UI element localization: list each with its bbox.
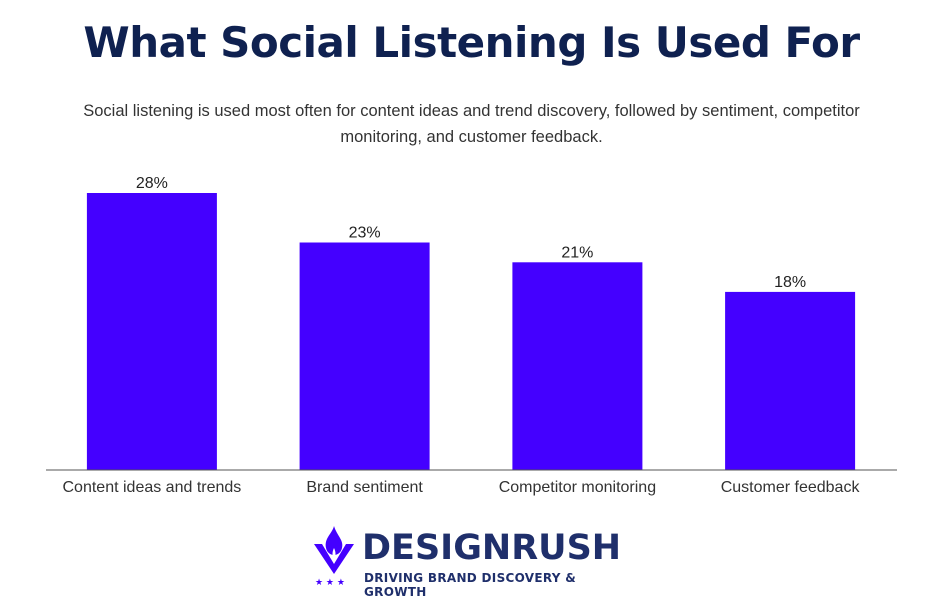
bar-brand-sentiment [299, 242, 430, 470]
logo-name: DESIGNRUSH [362, 528, 622, 568]
data-label-content-ideas-and-trends: 28% [136, 175, 168, 192]
data-label-brand-sentiment: 23% [349, 225, 381, 242]
bar-content-ideas-and-trends [86, 193, 217, 470]
logo-tagline: DRIVING BRAND DISCOVERY & GROWTH [364, 571, 576, 599]
svg-text:★ ★ ★: ★ ★ ★ [315, 578, 345, 588]
x-tick-label-brand-sentiment: Brand sentiment [306, 479, 423, 496]
data-label-competitor-monitoring: 21% [561, 244, 593, 261]
chart-subtitle: Social listening is used most often for … [83, 102, 860, 146]
x-tick-label-customer-feedback: Customer feedback [721, 479, 861, 496]
x-tick-label-content-ideas-and-trends: Content ideas and trends [63, 479, 242, 496]
bars-group: 28% Content ideas and trends 23% Brand sent… [63, 175, 861, 496]
data-label-customer-feedback: 18% [774, 274, 806, 291]
x-tick-label-competitor-monitoring: Competitor monitoring [499, 479, 656, 496]
bar-customer-feedback [725, 291, 856, 470]
designrush-logo: ★ ★ ★ DESIGNRUSH DRIVING BRAND DISCOVERY… [310, 522, 640, 599]
chart-title: What Social Listening Is Used For [83, 18, 860, 67]
bar-competitor-monitoring [512, 262, 643, 471]
designrush-flame-icon: ★ ★ ★ [314, 526, 354, 588]
